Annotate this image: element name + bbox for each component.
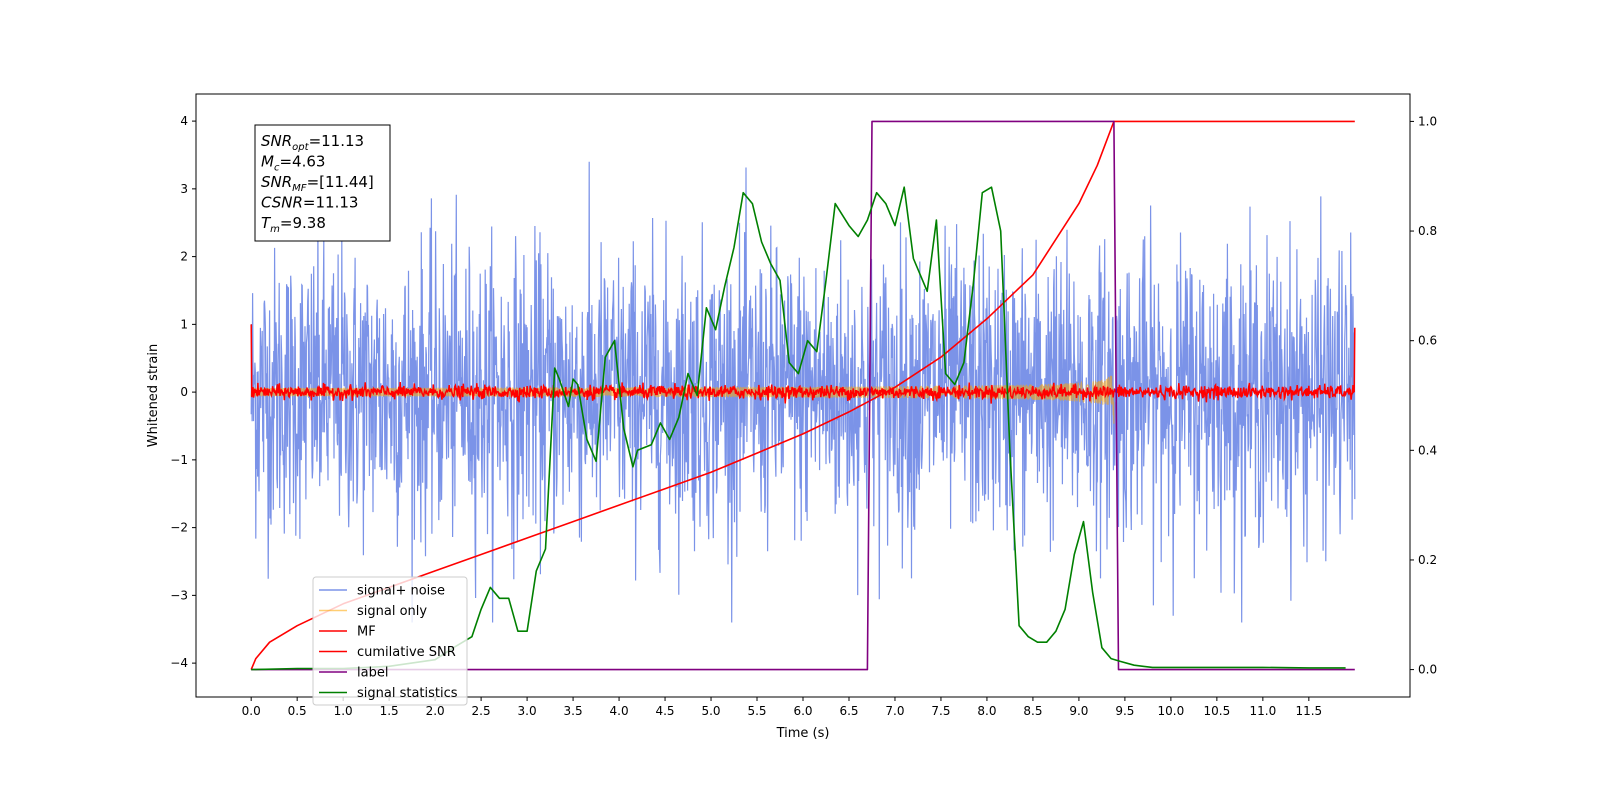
x-tick-label: 1.5 [380, 704, 399, 718]
info-mc-value: 4.63 [292, 153, 325, 171]
y2-axis-ticks: 1.0 0.8 0.6 0.4 0.2 0.0 [1410, 114, 1437, 677]
x-tick-label: 9.5 [1115, 704, 1134, 718]
info-snr-mf-value: [11.44] [319, 173, 374, 191]
y2-tick-label: 1.0 [1418, 114, 1437, 128]
y2-tick-label: 0.4 [1418, 443, 1437, 457]
info-box-frame [254, 124, 391, 242]
info-snr-opt: SNRopt=11.13 [261, 132, 364, 153]
y2-tick-label: 0.8 [1418, 224, 1437, 238]
series-signal-only [250, 375, 1115, 424]
x-tick-label: 8.0 [977, 704, 996, 718]
info-csnr: CSNR=11.13 [261, 194, 358, 212]
x-axis-ticks: 0.0 0.5 1.0 1.5 2.0 2.5 3.0 3.5 4.0 4.5 5.0 5.5 6.0 6… [242, 697, 1322, 718]
x-tick-label: 3.0 [518, 704, 537, 718]
x-axis-label: Time (s) [776, 726, 830, 741]
x-tick-label: 2.5 [472, 704, 491, 718]
y-tick-label: 3 [180, 182, 188, 196]
y-tick-label: 1 [180, 317, 188, 331]
x-tick-label: 11.5 [1295, 704, 1322, 718]
y-axis-ticks: 4 3 2 1 0 −1 −2 −3 −4 [170, 114, 196, 670]
x-tick-label: 7.0 [885, 704, 904, 718]
info-box: SNRopt=11.13 Mc=4.63 SNRMF=[11.44] CSNR=… [254, 124, 391, 242]
y-tick-label: 0 [180, 385, 188, 399]
x-tick-label: 5.0 [701, 704, 720, 718]
series-mf [250, 324, 1356, 404]
y-axis-label: Whitened strain [146, 344, 161, 447]
legend: signal+ noise signal only MF cumilative SNR… [312, 576, 468, 706]
x-tick-label: 4.5 [655, 704, 674, 718]
x-tick-label: 10.0 [1158, 704, 1185, 718]
y-tick-label: 2 [180, 250, 188, 264]
info-mc: Mc=4.63 [261, 153, 325, 174]
legend-label-cumilative-snr: cumilative SNR [357, 645, 456, 660]
x-tick-label: 2.0 [426, 704, 445, 718]
y-tick-label: −1 [170, 453, 188, 467]
info-csnr-value: 11.13 [316, 194, 359, 212]
x-tick-label: 3.5 [564, 704, 583, 718]
legend-label-signal-noise: signal+ noise [357, 584, 445, 599]
y-tick-label: 4 [180, 114, 188, 128]
x-tick-label: 11.0 [1249, 704, 1276, 718]
legend-label-mf: MF [357, 625, 376, 640]
legend-label-signal-statistics: signal statistics [357, 686, 458, 701]
x-tick-label: 9.0 [1069, 704, 1088, 718]
x-tick-label: 0.0 [242, 704, 261, 718]
y-tick-label: −2 [170, 521, 188, 535]
info-tm-value: 9.38 [293, 214, 326, 232]
y2-tick-label: 0.0 [1418, 663, 1437, 677]
series-label [251, 120, 1355, 671]
x-tick-label: 10.5 [1204, 704, 1231, 718]
x-tick-label: 7.5 [931, 704, 950, 718]
x-tick-label: 1.0 [334, 704, 353, 718]
legend-frame [312, 576, 468, 706]
y-tick-label: −4 [170, 656, 188, 670]
legend-label-label: label [357, 666, 388, 681]
y2-tick-label: 0.6 [1418, 334, 1437, 348]
series-signal-statistics [251, 186, 1346, 671]
info-snr-opt-value: 11.13 [321, 132, 364, 150]
y2-tick-label: 0.2 [1418, 553, 1437, 567]
x-tick-label: 6.0 [793, 704, 812, 718]
x-tick-label: 4.0 [610, 704, 629, 718]
x-tick-label: 6.5 [839, 704, 858, 718]
info-snr-mf: SNRMF=[11.44] [261, 173, 374, 194]
info-tm: Tm=9.38 [261, 214, 326, 235]
x-tick-label: 5.5 [747, 704, 766, 718]
legend-label-signal-only: signal only [357, 604, 427, 619]
x-tick-label: 0.5 [288, 704, 307, 718]
y-tick-label: −3 [170, 588, 188, 602]
x-tick-label: 8.5 [1023, 704, 1042, 718]
